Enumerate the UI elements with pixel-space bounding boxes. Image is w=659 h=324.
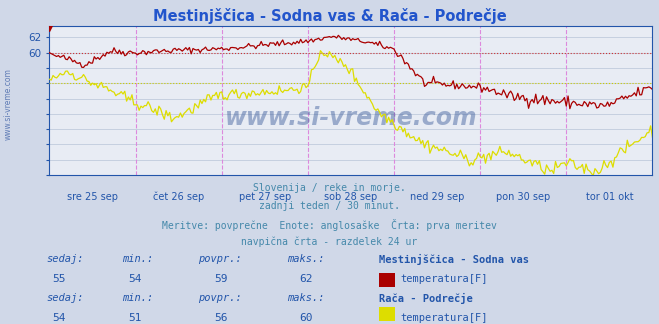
Text: www.si-vreme.com: www.si-vreme.com — [225, 106, 477, 130]
Text: navpična črta - razdelek 24 ur: navpična črta - razdelek 24 ur — [241, 237, 418, 247]
Text: www.si-vreme.com: www.si-vreme.com — [3, 68, 13, 140]
Text: 55: 55 — [53, 274, 66, 284]
Text: min.:: min.: — [122, 254, 153, 264]
Text: min.:: min.: — [122, 293, 153, 303]
Text: 51: 51 — [129, 313, 142, 323]
Text: maks.:: maks.: — [287, 293, 324, 303]
Text: zadnji teden / 30 minut.: zadnji teden / 30 minut. — [259, 201, 400, 211]
Text: 59: 59 — [214, 274, 227, 284]
Text: Slovenija / reke in morje.: Slovenija / reke in morje. — [253, 183, 406, 193]
Text: 56: 56 — [214, 313, 227, 323]
Text: povpr.:: povpr.: — [198, 293, 241, 303]
Text: 60: 60 — [300, 313, 313, 323]
Text: sedaj:: sedaj: — [46, 293, 84, 303]
Text: povpr.:: povpr.: — [198, 254, 241, 264]
Text: temperatura[F]: temperatura[F] — [400, 313, 488, 323]
Text: pon 30 sep: pon 30 sep — [496, 192, 550, 202]
Text: 54: 54 — [53, 313, 66, 323]
Text: Rača - Podrečje: Rača - Podrečje — [379, 293, 473, 304]
Text: tor 01 okt: tor 01 okt — [586, 192, 633, 202]
Text: ned 29 sep: ned 29 sep — [410, 192, 464, 202]
Text: Mestinjščica - Sodna vas: Mestinjščica - Sodna vas — [379, 254, 529, 265]
Text: Meritve: povprečne  Enote: anglosaške  Črta: prva meritev: Meritve: povprečne Enote: anglosaške Črt… — [162, 219, 497, 231]
Text: 62: 62 — [300, 274, 313, 284]
Text: pet 27 sep: pet 27 sep — [239, 192, 291, 202]
Text: Mestinjščica - Sodna vas & Rača - Podrečje: Mestinjščica - Sodna vas & Rača - Podreč… — [153, 8, 506, 24]
Text: sre 25 sep: sre 25 sep — [67, 192, 118, 202]
Text: 54: 54 — [129, 274, 142, 284]
Text: sob 28 sep: sob 28 sep — [324, 192, 378, 202]
Text: maks.:: maks.: — [287, 254, 324, 264]
Text: čet 26 sep: čet 26 sep — [153, 192, 204, 202]
Text: temperatura[F]: temperatura[F] — [400, 274, 488, 284]
Text: sedaj:: sedaj: — [46, 254, 84, 264]
